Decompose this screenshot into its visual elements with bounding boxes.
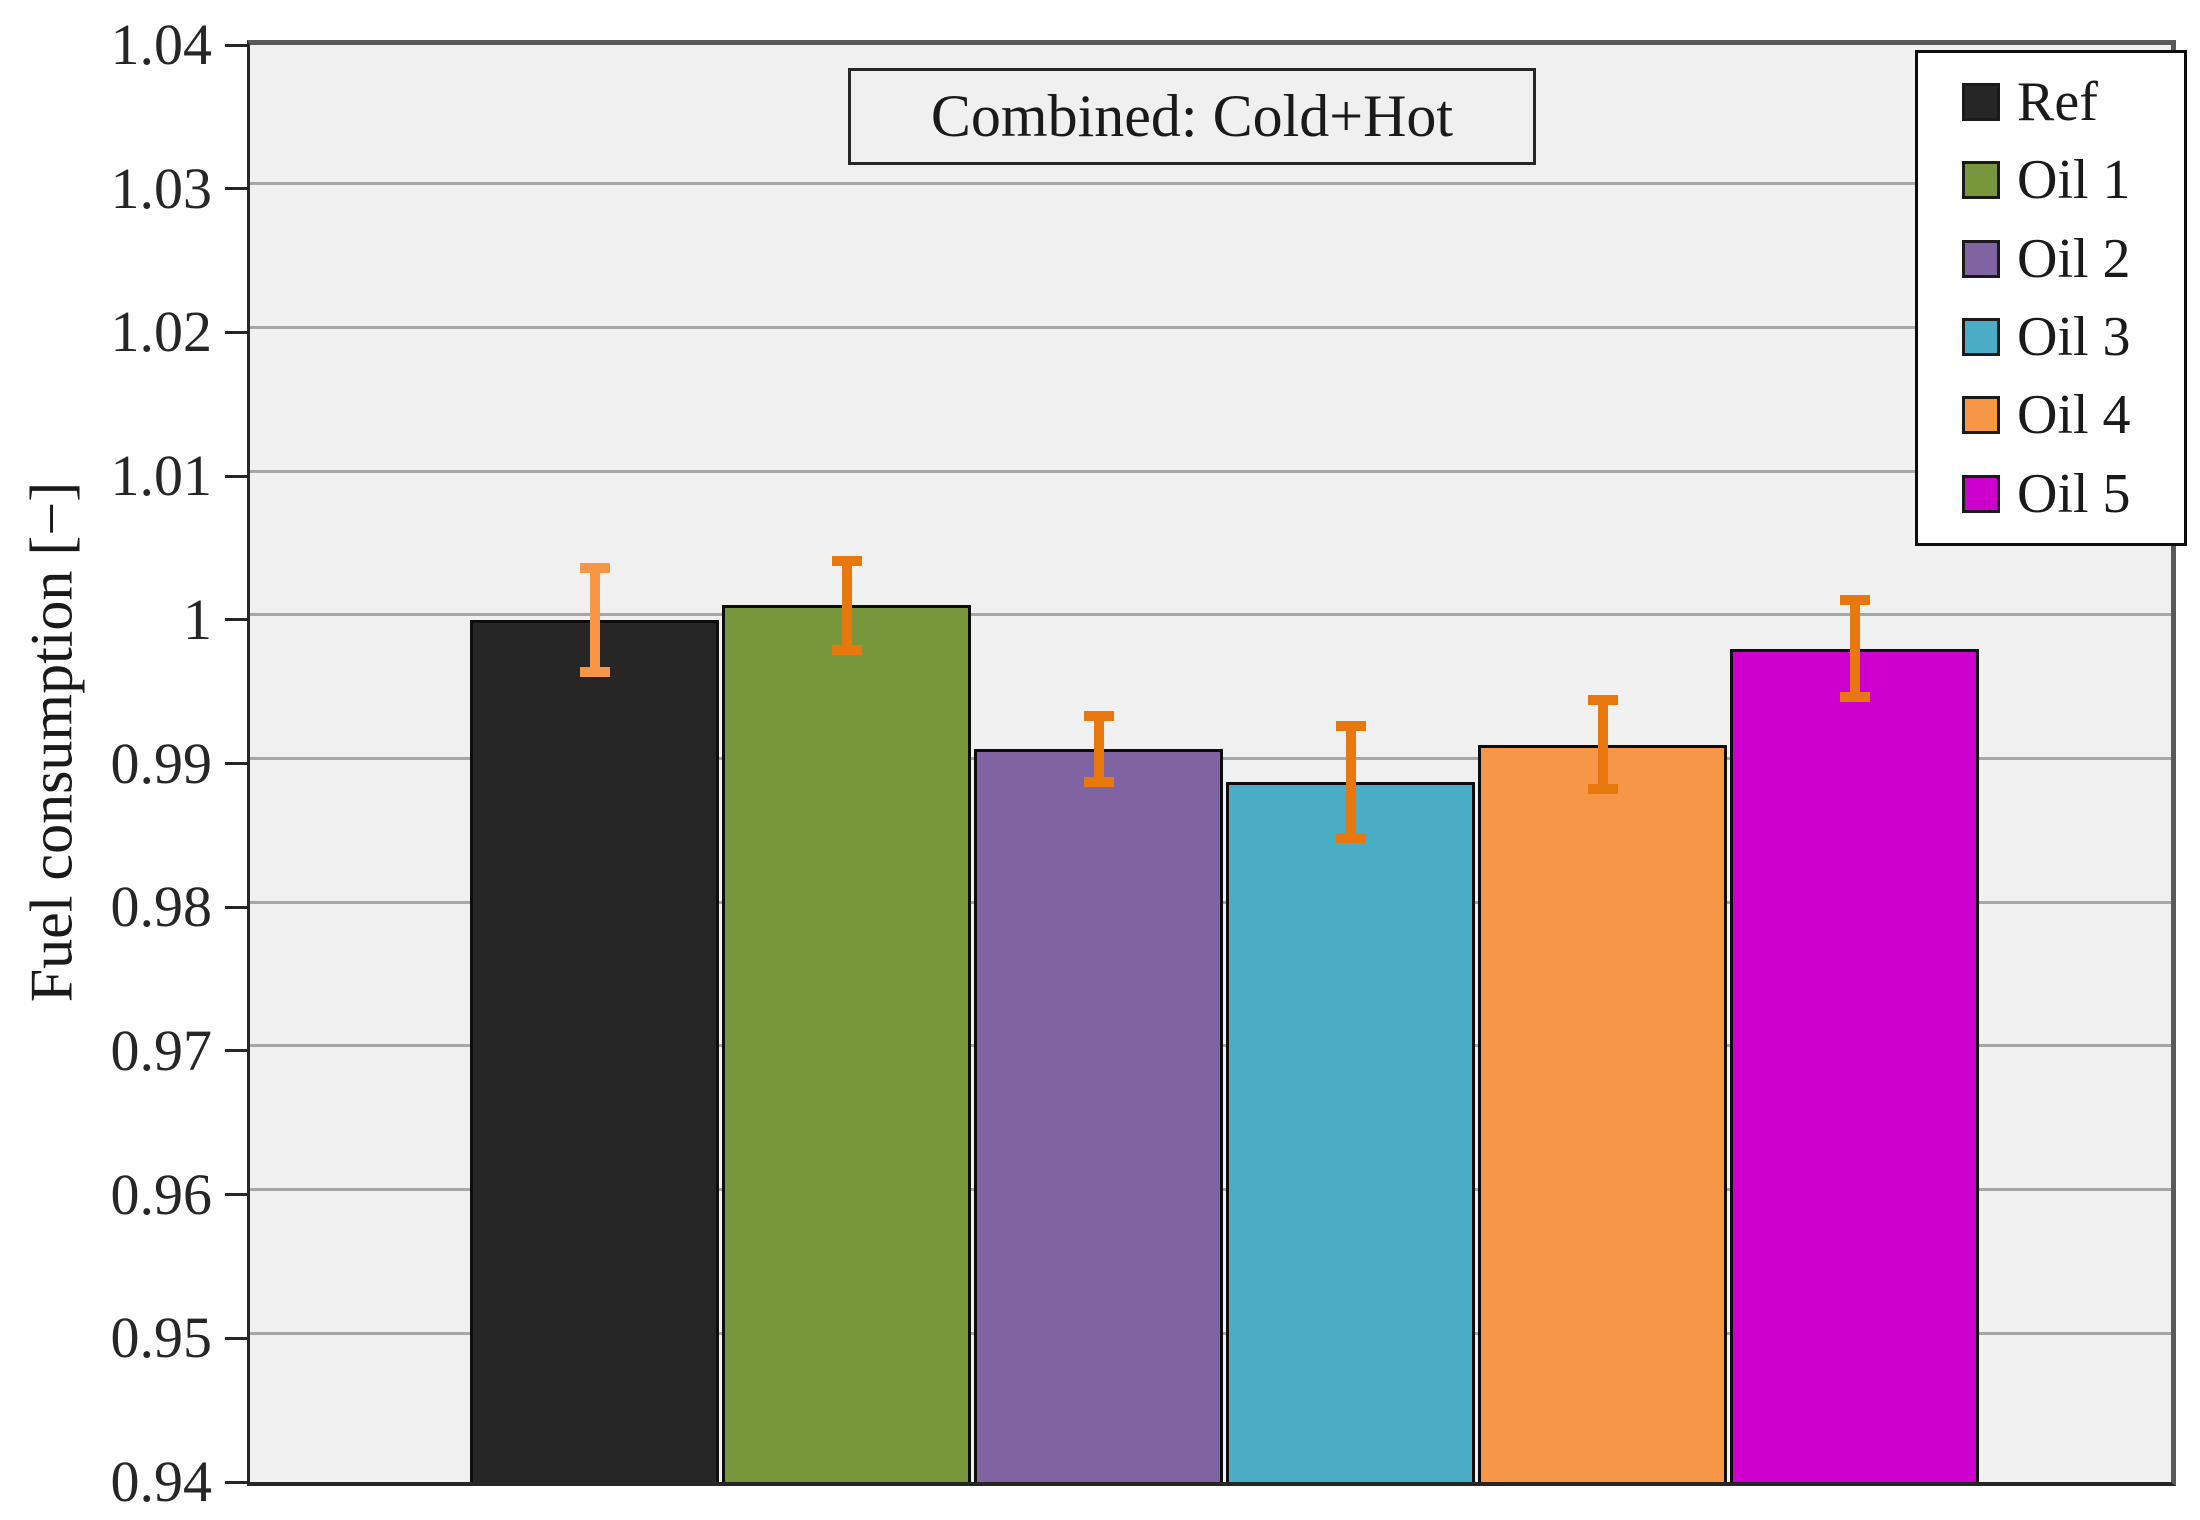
bar-oil-2: [974, 749, 1223, 1482]
error-bar-oil-1: [841, 560, 852, 650]
error-bar-oil-3: [1345, 726, 1356, 839]
error-cap-bottom-oil-3: [1335, 833, 1366, 844]
legend-swatch-icon: [1962, 396, 2000, 435]
error-bar-oil-4: [1597, 700, 1608, 790]
y-tick-1: [225, 618, 250, 622]
legend: Ref Oil 1 Oil 2 Oil 3 Oil 4 Oil 5: [1915, 50, 2187, 546]
legend-item-oil-1: Oil 1: [1918, 152, 2184, 208]
legend-swatch-icon: [1962, 474, 2000, 513]
y-tick-label-1.01: 1.01: [110, 443, 213, 509]
y-axis-title: Fuel consumption [−]: [18, 481, 85, 1003]
error-bar-oil-5: [1849, 599, 1860, 698]
error-cap-bottom-ref: [579, 666, 610, 677]
error-bar-oil-2: [1093, 716, 1104, 783]
chart-title: Combined: Cold+Hot: [930, 83, 1454, 149]
chart-title-box: Combined: Cold+Hot: [848, 68, 1536, 165]
y-tick-0.94: [225, 1480, 250, 1484]
legend-item-oil-2: Oil 2: [1918, 231, 2184, 287]
bar-oil-3: [1226, 782, 1475, 1482]
legend-item-oil-3: Oil 3: [1918, 309, 2184, 365]
legend-label: Oil 4: [2017, 384, 2131, 447]
y-tick-label-1.03: 1.03: [110, 155, 213, 221]
legend-label: Oil 3: [2017, 306, 2131, 369]
gridline-1.02: [250, 325, 2171, 329]
legend-swatch-icon: [1962, 161, 2000, 200]
legend-item-oil-4: Oil 4: [1918, 387, 2184, 443]
legend-swatch-icon: [1962, 239, 2000, 278]
y-tick-1.04: [225, 43, 250, 47]
y-tick-0.96: [225, 1193, 250, 1197]
y-tick-label-0.96: 0.96: [110, 1161, 213, 1227]
y-tick-0.99: [225, 762, 250, 765]
y-tick-label-0.98: 0.98: [110, 874, 213, 940]
y-tick-label-1.04: 1.04: [110, 12, 213, 77]
legend-item-ref: Ref: [1918, 74, 2184, 130]
y-tick-1.01: [225, 474, 250, 478]
y-tick-0.98: [225, 905, 250, 909]
bar-oil-5: [1730, 648, 1979, 1482]
gridline-1: [250, 613, 2171, 617]
error-cap-top-ref: [579, 563, 610, 574]
error-cap-top-oil-5: [1839, 594, 1870, 605]
gridline-1.01: [250, 469, 2171, 473]
legend-swatch-icon: [1962, 83, 2000, 122]
y-tick-label-1: 1: [183, 586, 212, 652]
y-tick-1.03: [225, 187, 250, 191]
y-tick-label-0.94: 0.94: [110, 1449, 213, 1514]
legend-item-oil-5: Oil 5: [1918, 466, 2184, 522]
error-cap-bottom-oil-4: [1587, 784, 1618, 795]
bar-ref: [470, 619, 719, 1482]
error-cap-bottom-oil-1: [831, 644, 862, 655]
error-cap-top-oil-3: [1335, 721, 1366, 732]
legend-label: Ref: [2017, 71, 2098, 134]
error-cap-top-oil-1: [831, 555, 862, 566]
gridline-1.03: [250, 182, 2171, 186]
y-tick-label-0.99: 0.99: [110, 730, 213, 796]
error-bar-ref: [589, 568, 600, 672]
y-tick-label-0.97: 0.97: [110, 1017, 213, 1083]
bar-oil-1: [722, 605, 971, 1482]
y-tick-0.97: [225, 1049, 250, 1053]
y-tick-label-1.02: 1.02: [110, 299, 213, 365]
error-cap-bottom-oil-5: [1839, 692, 1870, 703]
legend-label: Oil 5: [2017, 462, 2131, 525]
y-tick-1.02: [225, 330, 250, 334]
error-cap-top-oil-2: [1083, 711, 1114, 722]
legend-swatch-icon: [1962, 318, 2000, 357]
error-cap-bottom-oil-2: [1083, 777, 1114, 788]
bar-oil-4: [1478, 744, 1727, 1482]
y-tick-0.95: [225, 1336, 250, 1340]
legend-label: Oil 2: [2017, 227, 2131, 290]
y-tick-label-0.95: 0.95: [110, 1305, 213, 1371]
legend-label: Oil 1: [2017, 149, 2131, 212]
error-cap-top-oil-4: [1587, 695, 1618, 706]
